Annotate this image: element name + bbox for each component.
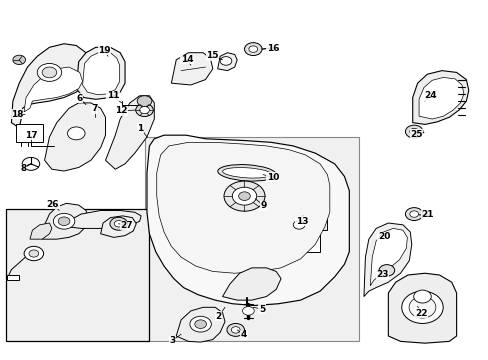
Polygon shape	[42, 203, 88, 239]
Polygon shape	[171, 53, 212, 85]
Bar	[144, 137, 358, 341]
Bar	[293, 203, 327, 230]
Polygon shape	[363, 223, 411, 297]
Circle shape	[409, 211, 418, 217]
Circle shape	[232, 187, 256, 205]
Text: 5: 5	[259, 305, 264, 314]
Circle shape	[231, 327, 240, 333]
Ellipse shape	[401, 291, 442, 323]
Bar	[16, 125, 43, 142]
Circle shape	[224, 181, 264, 211]
Bar	[6, 275, 19, 280]
Bar	[293, 231, 320, 252]
Polygon shape	[176, 307, 224, 342]
Polygon shape	[147, 135, 348, 306]
Text: 23: 23	[375, 270, 388, 279]
Text: 2: 2	[215, 312, 222, 321]
Circle shape	[194, 320, 206, 328]
Circle shape	[136, 104, 153, 117]
Polygon shape	[101, 216, 136, 237]
Circle shape	[24, 246, 43, 261]
Circle shape	[238, 192, 250, 201]
Text: 14: 14	[180, 55, 193, 64]
Text: 19: 19	[98, 46, 111, 55]
Circle shape	[37, 63, 61, 81]
Text: 18: 18	[11, 109, 23, 118]
Bar	[5, 209, 149, 341]
Text: 4: 4	[240, 330, 247, 339]
Circle shape	[242, 307, 254, 315]
Text: 13: 13	[295, 217, 307, 226]
Circle shape	[58, 217, 70, 226]
Text: 24: 24	[424, 91, 436, 100]
Polygon shape	[418, 77, 463, 119]
Text: 16: 16	[266, 44, 279, 53]
Text: 11: 11	[106, 91, 119, 100]
Text: 1: 1	[137, 123, 143, 132]
Text: 20: 20	[377, 232, 389, 241]
Circle shape	[244, 42, 262, 55]
Text: 9: 9	[260, 201, 266, 210]
Polygon shape	[82, 53, 120, 95]
Text: 15: 15	[205, 51, 218, 60]
Text: 27: 27	[120, 221, 133, 230]
Circle shape	[409, 129, 418, 135]
Polygon shape	[30, 223, 52, 239]
Ellipse shape	[217, 165, 276, 181]
Circle shape	[189, 316, 211, 332]
Circle shape	[114, 221, 123, 227]
Text: 17: 17	[25, 131, 38, 140]
Polygon shape	[24, 67, 82, 112]
Text: 8: 8	[20, 164, 27, 173]
Polygon shape	[222, 268, 281, 300]
Circle shape	[293, 221, 305, 229]
Polygon shape	[66, 211, 141, 228]
Polygon shape	[105, 96, 154, 169]
Text: 21: 21	[421, 210, 433, 219]
Polygon shape	[217, 53, 237, 71]
Text: 3: 3	[169, 336, 175, 345]
Circle shape	[405, 125, 422, 138]
Ellipse shape	[408, 297, 435, 318]
Circle shape	[220, 57, 231, 65]
Circle shape	[42, 67, 57, 78]
Circle shape	[226, 323, 244, 336]
Text: 25: 25	[409, 130, 422, 139]
Polygon shape	[412, 71, 468, 125]
Circle shape	[248, 46, 257, 52]
Circle shape	[22, 157, 40, 170]
Ellipse shape	[222, 168, 271, 178]
Polygon shape	[76, 47, 125, 99]
Circle shape	[378, 265, 394, 276]
Circle shape	[29, 250, 39, 257]
Circle shape	[137, 96, 152, 107]
Circle shape	[413, 290, 430, 303]
Polygon shape	[369, 228, 407, 286]
Polygon shape	[387, 273, 456, 343]
Circle shape	[13, 55, 25, 64]
Text: 26: 26	[46, 200, 59, 209]
Circle shape	[140, 107, 149, 114]
Polygon shape	[11, 44, 91, 128]
Circle shape	[53, 213, 75, 229]
Circle shape	[67, 127, 85, 140]
Text: 6: 6	[77, 94, 82, 103]
Polygon shape	[157, 142, 329, 273]
Circle shape	[405, 208, 422, 221]
Text: 10: 10	[266, 173, 278, 182]
Text: 22: 22	[414, 309, 427, 318]
Text: 7: 7	[91, 104, 98, 113]
Circle shape	[110, 217, 127, 230]
Text: 12: 12	[115, 106, 127, 115]
Polygon shape	[44, 103, 105, 171]
